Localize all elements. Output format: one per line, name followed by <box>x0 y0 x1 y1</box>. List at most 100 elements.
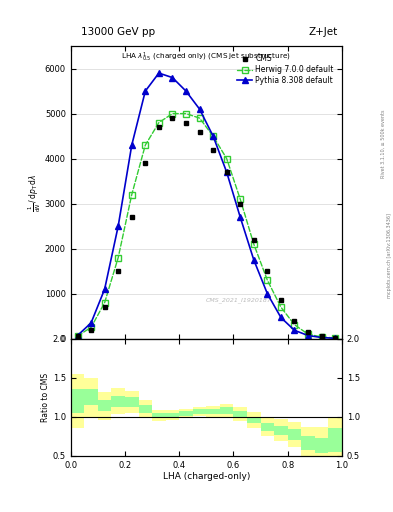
CMS <box>333 335 338 341</box>
Bar <box>193 407 206 416</box>
Text: LHA $\lambda^{1}_{0.5}$ (charged only) (CMS jet substructure): LHA $\lambda^{1}_{0.5}$ (charged only) (… <box>121 51 291 64</box>
CMS <box>170 115 175 121</box>
Legend: CMS, Herwig 7.0.0 default, Pythia 8.308 default: CMS, Herwig 7.0.0 default, Pythia 8.308 … <box>236 53 335 87</box>
Pythia 8.308 default <box>170 75 175 81</box>
Text: 13000 GeV pp: 13000 GeV pp <box>81 27 155 37</box>
Bar <box>288 422 301 446</box>
Bar <box>274 419 288 441</box>
Text: mcplots.cern.ch [arXiv:1306.3436]: mcplots.cern.ch [arXiv:1306.3436] <box>387 214 391 298</box>
Bar <box>315 428 329 463</box>
Bar <box>71 374 84 429</box>
Pythia 8.308 default <box>238 214 242 220</box>
Herwig 7.0.0 default <box>75 333 80 339</box>
Bar <box>138 405 152 413</box>
Bar <box>166 411 179 420</box>
Pythia 8.308 default <box>319 334 324 340</box>
Bar <box>138 399 152 418</box>
CMS <box>129 214 134 220</box>
Herwig 7.0.0 default <box>333 335 338 341</box>
CMS <box>319 333 324 339</box>
Bar <box>301 427 315 458</box>
Bar <box>247 412 261 428</box>
Bar <box>301 436 315 450</box>
Herwig 7.0.0 default <box>143 142 148 148</box>
Pythia 8.308 default <box>252 257 256 263</box>
Pythia 8.308 default <box>211 133 215 139</box>
Bar <box>112 388 125 414</box>
CMS <box>279 297 283 304</box>
Text: Z+Jet: Z+Jet <box>309 27 338 37</box>
CMS <box>89 327 94 333</box>
Herwig 7.0.0 default <box>170 111 175 117</box>
Bar <box>220 408 233 414</box>
Bar <box>152 410 166 420</box>
Bar <box>247 417 261 423</box>
Herwig 7.0.0 default <box>197 115 202 121</box>
Text: Rivet 3.1.10, ≥ 500k events: Rivet 3.1.10, ≥ 500k events <box>381 109 386 178</box>
CMS <box>238 201 242 207</box>
Bar <box>328 429 342 452</box>
Pythia 8.308 default <box>75 332 80 338</box>
CMS <box>75 333 80 339</box>
Bar <box>152 413 166 417</box>
Pythia 8.308 default <box>265 291 270 297</box>
Herwig 7.0.0 default <box>116 254 121 261</box>
Bar <box>261 418 274 436</box>
Y-axis label: Ratio to CMS: Ratio to CMS <box>41 373 50 422</box>
Herwig 7.0.0 default <box>129 191 134 198</box>
Bar <box>193 409 206 414</box>
Bar <box>84 378 98 417</box>
Herwig 7.0.0 default <box>238 196 242 202</box>
Pythia 8.308 default <box>129 142 134 148</box>
Bar <box>233 411 247 417</box>
Bar <box>125 391 138 413</box>
Bar <box>179 409 193 418</box>
CMS <box>184 119 188 125</box>
Pythia 8.308 default <box>279 314 283 321</box>
CMS <box>224 169 229 175</box>
Herwig 7.0.0 default <box>156 119 161 125</box>
Herwig 7.0.0 default <box>319 334 324 340</box>
Bar <box>125 397 138 407</box>
Pythia 8.308 default <box>224 169 229 175</box>
Pythia 8.308 default <box>143 88 148 94</box>
Line: Herwig 7.0.0 default: Herwig 7.0.0 default <box>74 111 338 341</box>
CMS <box>116 268 121 274</box>
Bar <box>288 429 301 440</box>
Bar <box>206 409 220 414</box>
Pythia 8.308 default <box>156 70 161 76</box>
Bar <box>166 413 179 417</box>
CMS <box>211 146 215 153</box>
CMS <box>252 237 256 243</box>
Bar <box>112 396 125 407</box>
Bar <box>206 406 220 417</box>
Herwig 7.0.0 default <box>252 241 256 247</box>
Herwig 7.0.0 default <box>292 322 297 328</box>
CMS <box>156 124 161 130</box>
Bar <box>315 437 329 453</box>
Herwig 7.0.0 default <box>306 331 310 337</box>
X-axis label: LHA (charged-only): LHA (charged-only) <box>163 472 250 481</box>
Y-axis label: $\frac{1}{\mathrm{d}N}\,/\,\mathrm{d}p_\mathrm{T}\,\mathrm{d}\lambda$: $\frac{1}{\mathrm{d}N}\,/\,\mathrm{d}p_\… <box>27 173 43 211</box>
CMS <box>292 317 297 324</box>
Bar <box>84 389 98 405</box>
Pythia 8.308 default <box>333 335 338 342</box>
CMS <box>265 268 270 274</box>
Bar <box>179 411 193 416</box>
CMS <box>197 129 202 135</box>
Pythia 8.308 default <box>102 286 107 292</box>
Pythia 8.308 default <box>116 223 121 229</box>
Bar <box>98 392 112 420</box>
Pythia 8.308 default <box>197 106 202 112</box>
Herwig 7.0.0 default <box>184 111 188 117</box>
Herwig 7.0.0 default <box>224 156 229 162</box>
Pythia 8.308 default <box>89 320 94 326</box>
Herwig 7.0.0 default <box>279 304 283 310</box>
Pythia 8.308 default <box>306 332 310 338</box>
Herwig 7.0.0 default <box>102 300 107 306</box>
Pythia 8.308 default <box>292 327 297 333</box>
Bar <box>274 425 288 435</box>
Bar <box>328 417 342 463</box>
Bar <box>98 400 112 411</box>
Pythia 8.308 default <box>184 88 188 94</box>
